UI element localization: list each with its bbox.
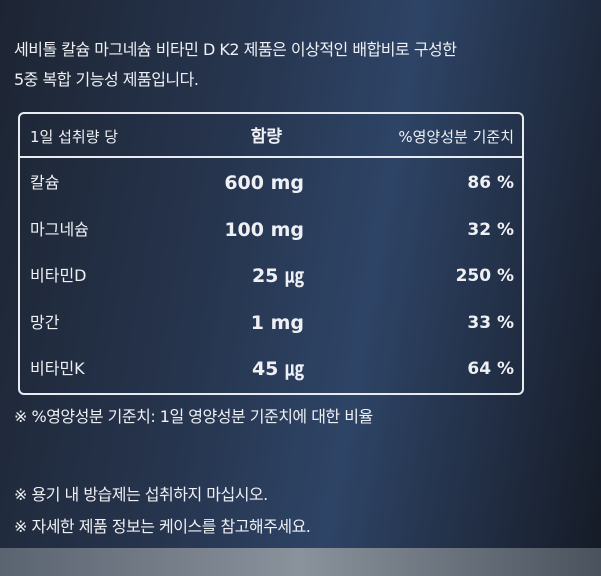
header-divider	[20, 156, 522, 158]
table-cell: 45 ㎍	[251, 358, 304, 380]
table-cell: 64 %	[467, 359, 514, 379]
table-row: 마그네슘 100 mg 32 %	[20, 207, 522, 253]
header-cell: %영양성분 기준치	[398, 128, 514, 146]
nutrition-table: 1일 섭취량 당 함량 %영양성분 기준치 칼슘 600 mg 86 % 마그네슘 10…	[18, 112, 524, 395]
intro-line: 세비톨 칼슘 마그네슘 비타민 D K2 제품은 이상적인 배합비로 구성한	[14, 40, 457, 59]
table-cell: 망간	[30, 312, 60, 332]
table-cell: 비타민K	[30, 359, 85, 378]
table-cell: 25 ㎍	[251, 265, 304, 287]
table-cell: 600 mg	[224, 172, 304, 194]
table-cell: 1 mg	[250, 311, 304, 334]
note: ※ 자세한 제품 정보는 케이스를 참고해주세요.	[14, 517, 311, 536]
header-cell: 함량	[250, 127, 282, 147]
table-cell: 33 %	[467, 312, 514, 333]
table-cell: 100 mg	[224, 218, 304, 241]
table-cell: 마그네슘	[30, 219, 89, 239]
table-row: 비타민K 45 ㎍ 64 %	[20, 346, 522, 392]
note: ※ 용기 내 방습제는 섭취하지 마십시오.	[14, 485, 268, 504]
table-row: 망간 1 mg 33 %	[20, 300, 522, 346]
header-cell: 1일 섭취량 당	[30, 128, 119, 146]
footnote: ※ %영양성분 기준치: 1일 영양성분 기준치에 대한 비율	[14, 407, 373, 426]
bottle-edge	[0, 548, 601, 576]
table-cell: 칼슘	[30, 173, 60, 192]
header-row: 1일 섭취량 당 함량 %영양성분 기준치	[20, 114, 522, 160]
table-cell: 비타민D	[30, 266, 87, 285]
table-cell: 32 %	[467, 219, 514, 240]
intro-line: 5중 복합 기능성 제품입니다.	[14, 70, 199, 89]
table-row: 비타민D 25 ㎍ 250 %	[20, 253, 522, 299]
table-cell: 86 %	[467, 173, 514, 193]
table-row: 칼슘 600 mg 86 %	[20, 160, 522, 206]
table-cell: 250 %	[455, 266, 514, 286]
